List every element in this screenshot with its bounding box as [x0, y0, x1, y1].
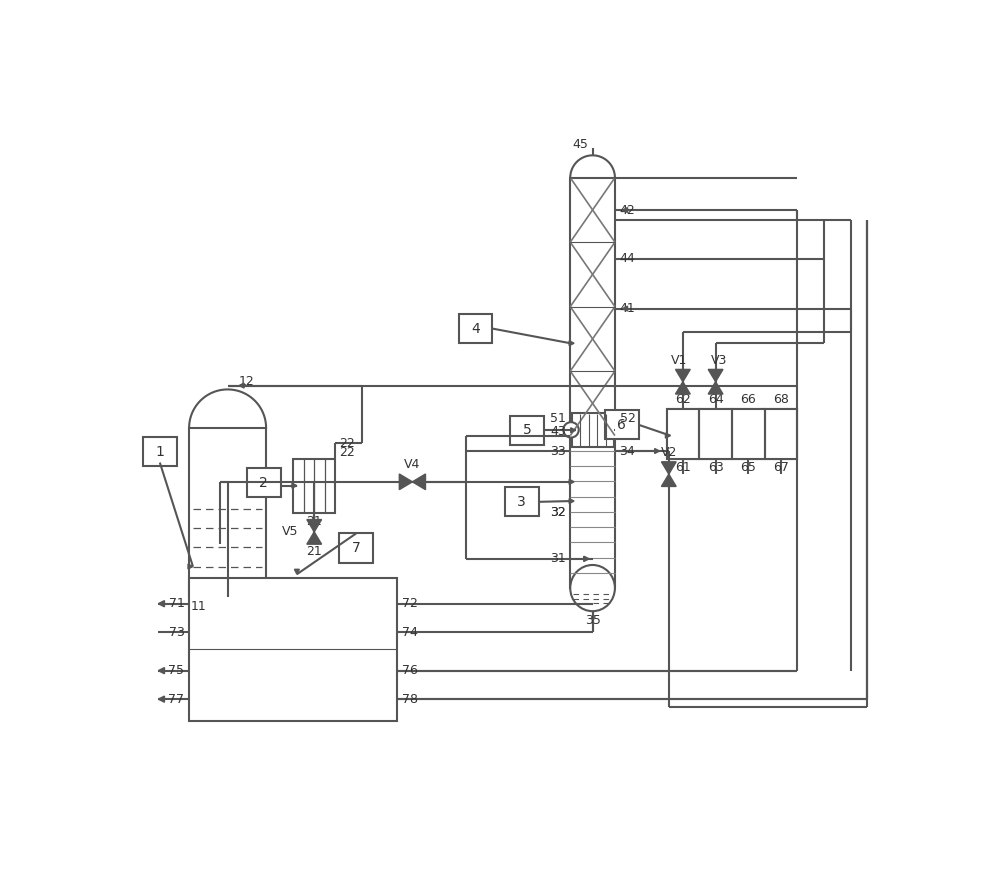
- Text: 21: 21: [306, 544, 322, 557]
- Text: 22: 22: [339, 446, 355, 459]
- Polygon shape: [569, 341, 574, 346]
- Polygon shape: [239, 383, 244, 388]
- Text: 5: 5: [523, 423, 532, 437]
- Text: 35: 35: [585, 614, 601, 627]
- Text: 42: 42: [620, 204, 635, 217]
- Text: 63: 63: [708, 462, 723, 475]
- Polygon shape: [294, 570, 299, 574]
- Text: V2: V2: [661, 446, 677, 459]
- Text: 45: 45: [573, 138, 589, 151]
- Bar: [570, 178, 615, 436]
- Text: 72: 72: [402, 598, 417, 611]
- Text: 7: 7: [352, 541, 361, 555]
- Polygon shape: [569, 498, 574, 503]
- Bar: [765, 408, 797, 459]
- Bar: [339, 533, 373, 563]
- Text: 75: 75: [168, 665, 184, 677]
- Text: 61: 61: [675, 462, 691, 475]
- Polygon shape: [569, 479, 574, 484]
- Text: 22: 22: [339, 437, 355, 449]
- Polygon shape: [292, 483, 297, 488]
- Text: V5: V5: [282, 525, 299, 538]
- Text: V1: V1: [671, 354, 687, 367]
- Polygon shape: [571, 428, 576, 433]
- Polygon shape: [675, 369, 690, 381]
- Text: 77: 77: [168, 692, 184, 706]
- Text: 21: 21: [306, 516, 322, 529]
- Polygon shape: [708, 369, 723, 381]
- Polygon shape: [158, 601, 164, 607]
- Text: 12: 12: [239, 375, 255, 388]
- Polygon shape: [708, 381, 723, 394]
- Bar: [572, 413, 614, 447]
- Polygon shape: [412, 474, 425, 490]
- Text: 52: 52: [620, 412, 635, 425]
- Text: 6: 6: [617, 418, 626, 432]
- Text: 32: 32: [550, 506, 566, 519]
- Text: 43: 43: [550, 425, 566, 438]
- Bar: [143, 437, 177, 466]
- Bar: [459, 314, 492, 343]
- Bar: [570, 436, 615, 588]
- Bar: [605, 410, 639, 440]
- Text: 76: 76: [402, 665, 417, 677]
- Text: 62: 62: [675, 393, 691, 406]
- Polygon shape: [661, 474, 676, 486]
- Text: 4: 4: [471, 321, 480, 335]
- Text: 33: 33: [550, 444, 566, 457]
- Polygon shape: [307, 532, 322, 544]
- Polygon shape: [665, 433, 670, 438]
- Text: 11: 11: [191, 600, 206, 613]
- Text: 41: 41: [620, 302, 635, 315]
- Text: V3: V3: [711, 354, 728, 367]
- Text: 44: 44: [620, 252, 635, 265]
- Polygon shape: [675, 381, 690, 394]
- Text: 73: 73: [169, 625, 184, 638]
- Text: 78: 78: [402, 692, 418, 706]
- Text: 2: 2: [259, 476, 268, 490]
- Text: 71: 71: [169, 598, 184, 611]
- Text: V4: V4: [404, 458, 421, 471]
- Bar: [189, 428, 266, 598]
- Polygon shape: [584, 557, 589, 561]
- Polygon shape: [158, 667, 164, 674]
- Polygon shape: [584, 557, 589, 561]
- Bar: [699, 408, 732, 459]
- Bar: [732, 408, 765, 459]
- Polygon shape: [661, 462, 676, 474]
- Text: 1: 1: [155, 445, 164, 459]
- Polygon shape: [399, 474, 412, 490]
- Text: 51: 51: [550, 412, 566, 425]
- Polygon shape: [307, 519, 322, 532]
- Polygon shape: [623, 207, 628, 213]
- Bar: [510, 415, 544, 445]
- Bar: [293, 459, 335, 513]
- Bar: [247, 468, 281, 497]
- Text: 74: 74: [402, 625, 417, 638]
- Text: 64: 64: [708, 393, 723, 406]
- Polygon shape: [655, 449, 660, 454]
- Ellipse shape: [570, 565, 615, 611]
- Text: 32: 32: [550, 506, 566, 519]
- Polygon shape: [623, 306, 628, 311]
- Bar: [189, 578, 397, 720]
- Text: 67: 67: [773, 462, 789, 475]
- Circle shape: [563, 422, 579, 437]
- Text: 68: 68: [773, 393, 789, 406]
- Text: 66: 66: [740, 393, 756, 406]
- Text: 31: 31: [550, 552, 566, 565]
- Bar: [505, 487, 539, 517]
- Text: 34: 34: [620, 444, 635, 457]
- Bar: [666, 408, 797, 459]
- Polygon shape: [158, 696, 164, 702]
- Text: 65: 65: [740, 462, 756, 475]
- Text: 3: 3: [517, 495, 526, 509]
- Polygon shape: [188, 564, 193, 569]
- Bar: [666, 408, 699, 459]
